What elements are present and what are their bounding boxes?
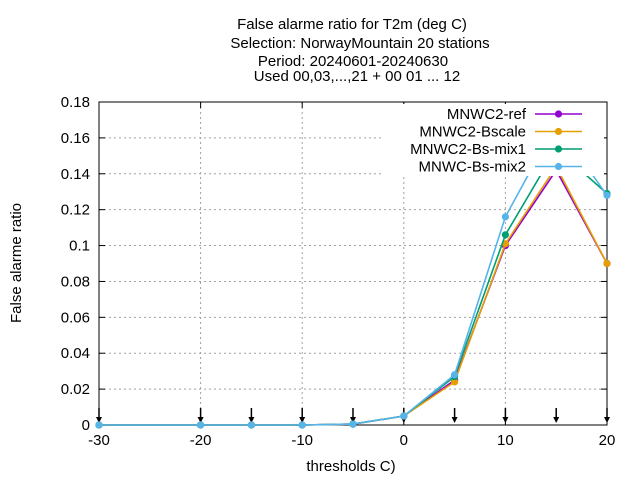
data-point: [501, 213, 509, 221]
threshold-arrow-icon: [502, 408, 509, 423]
title-line-4: Used 00,03,...,21 + 00 01 ... 12: [254, 68, 460, 85]
legend: MNWC2-refMNWC2-BscaleMNWC2-Bs-mix1MNWC-B…: [382, 104, 604, 176]
threshold-arrow-head: [502, 417, 509, 423]
series-line: [99, 147, 608, 426]
threshold-arrow-head: [451, 417, 458, 423]
x-axis-label: thresholds C): [306, 458, 395, 475]
series-line: [99, 168, 608, 426]
data-point: [451, 378, 459, 386]
threshold-arrow-head: [96, 417, 102, 423]
grid-lines: [99, 102, 607, 425]
axis-ticks: -30 -20 -10 0 10 20 0 0.02 0.04 0.06 0.08 0.1 0.12 0.…: [61, 94, 616, 449]
y-tick-label: 0.08: [61, 273, 90, 290]
y-tick-label: 0.14: [61, 166, 90, 183]
threshold-arrow-head: [299, 417, 306, 423]
x-tick-label: -30: [88, 432, 110, 449]
y-tick-label: 0: [82, 417, 90, 434]
threshold-arrow-head: [197, 417, 204, 423]
legend-label: MNWC2-Bscale: [419, 124, 526, 141]
legend-swatch-point: [554, 162, 563, 171]
threshold-arrow-head: [248, 417, 255, 423]
x-tick-label: 0: [400, 432, 408, 449]
data-point: [400, 412, 408, 420]
legend-label: MNWC2-ref: [447, 106, 527, 123]
data-point: [451, 371, 459, 379]
title-line-1: False alarme ratio for T2m (deg C): [237, 16, 467, 33]
x-tick-label: -20: [190, 432, 212, 449]
chart-title: False alarme ratio for T2m (deg C) Selec…: [230, 16, 489, 85]
x-tick-label: 10: [497, 432, 514, 449]
title-line-2: Selection: NorwayMountain 20 stations: [230, 35, 489, 52]
y-tick-label: 0.1: [69, 238, 90, 255]
data-point: [501, 231, 509, 239]
series-1: [95, 166, 611, 429]
threshold-arrow-head: [553, 417, 560, 423]
threshold-arrow-head: [350, 417, 356, 423]
y-tick-label: 0.06: [61, 309, 90, 326]
threshold-arrow-icon: [553, 408, 560, 423]
legend-swatch-point: [554, 145, 563, 153]
threshold-arrow-icon: [451, 408, 458, 423]
y-tick-label: 0.04: [61, 345, 90, 362]
threshold-arrow-icon: [197, 408, 204, 423]
legend-swatch-point: [554, 127, 563, 136]
threshold-arrow-icon: [248, 408, 255, 423]
data-point: [603, 191, 611, 199]
x-tick-label: 20: [599, 432, 616, 449]
y-tick-label: 0.16: [61, 130, 90, 147]
data-point: [603, 259, 611, 268]
y-tick-label: 0.02: [61, 381, 90, 398]
threshold-arrow-icon: [350, 408, 356, 423]
y-tick-label: 0.12: [61, 202, 90, 219]
legend-background: [382, 104, 604, 176]
threshold-arrow-icon: [96, 408, 102, 423]
legend-label: MNWC-Bs-mix2: [419, 159, 526, 176]
series-line: [99, 165, 608, 426]
threshold-arrow-head: [604, 417, 610, 423]
x-tick-label: -10: [291, 432, 313, 449]
legend-swatch-point: [554, 110, 563, 118]
data-point: [95, 421, 103, 429]
title-line-3: Period: 20240601-20240630: [258, 53, 448, 70]
y-axis-label: False alarme ratio: [8, 203, 25, 323]
data-point: [298, 421, 306, 429]
threshold-arrow-icon: [604, 408, 610, 423]
data-point: [349, 420, 357, 428]
legend-label: MNWC2-Bs-mix1: [410, 141, 526, 158]
threshold-arrow-icon: [299, 408, 306, 423]
series-3: [95, 145, 611, 429]
data-point: [247, 421, 255, 429]
data-point: [197, 421, 205, 429]
y-tick-label: 0.18: [61, 94, 90, 111]
